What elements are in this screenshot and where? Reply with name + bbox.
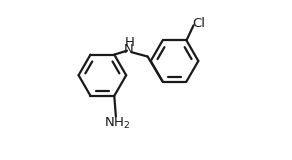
Text: H: H [124,36,134,49]
Text: N: N [124,43,133,56]
Text: NH$_2$: NH$_2$ [104,116,131,131]
Text: Cl: Cl [192,17,205,30]
